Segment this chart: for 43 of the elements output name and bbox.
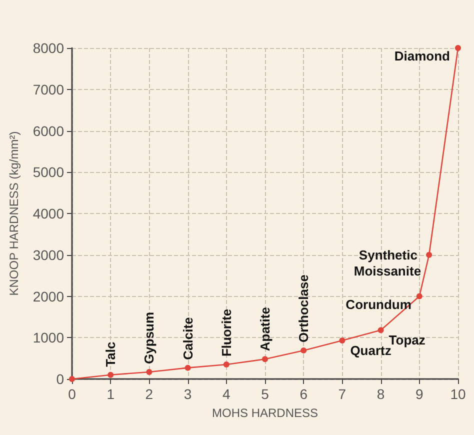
point — [108, 372, 114, 378]
y-tick-label: 1000 — [32, 330, 64, 346]
annotation: Gypsum — [142, 312, 157, 364]
x-tick-label: 9 — [416, 386, 424, 402]
y-tick-label: 7000 — [32, 81, 64, 98]
point — [262, 356, 268, 362]
y-tick-label: 2000 — [32, 288, 64, 304]
annotation: Orthoclase — [296, 274, 312, 342]
x-tick-label: 8 — [376, 386, 385, 402]
x-tick-label: 7 — [338, 386, 346, 402]
point — [223, 362, 230, 368]
x-tick-label: 1 — [106, 386, 115, 402]
y-tick-label: 4000 — [32, 206, 64, 222]
y-tick-label: 8000 — [32, 40, 64, 56]
x-tick-label: 5 — [261, 386, 270, 402]
x-tick-label: 2 — [145, 386, 154, 402]
point — [455, 45, 461, 51]
annotation: Talc — [103, 342, 118, 367]
x-tick-label: 3 — [184, 386, 192, 402]
point — [146, 368, 152, 375]
y-tick-label: 5000 — [32, 164, 64, 180]
point — [426, 252, 432, 258]
x-tick-label: 4 — [222, 386, 230, 402]
annotation: Diamond — [394, 48, 450, 64]
x-axis-title: MOHS HARDNESS — [212, 406, 318, 420]
point — [69, 376, 75, 382]
annotation: Corundum — [346, 296, 412, 312]
point — [300, 347, 307, 354]
annotation: Calcite — [180, 317, 196, 360]
annotation: Synthetic Moissanite — [354, 247, 422, 278]
y-tick-label: 6000 — [32, 122, 64, 139]
point — [184, 364, 191, 371]
annotation: Fluorite — [218, 308, 234, 357]
y-axis-title: KNOOP HARDNESS (kg/mm²) — [7, 131, 21, 296]
x-tick-label: 10 — [450, 386, 466, 402]
x-tick-label: 6 — [300, 386, 308, 402]
x-tick-label: 0 — [68, 386, 76, 402]
point — [378, 327, 384, 334]
point — [339, 338, 346, 344]
y-tick-label: 0 — [56, 371, 64, 387]
annotation: Apatite — [258, 307, 272, 352]
y-tick-label: 3000 — [32, 246, 64, 263]
point — [416, 293, 422, 300]
